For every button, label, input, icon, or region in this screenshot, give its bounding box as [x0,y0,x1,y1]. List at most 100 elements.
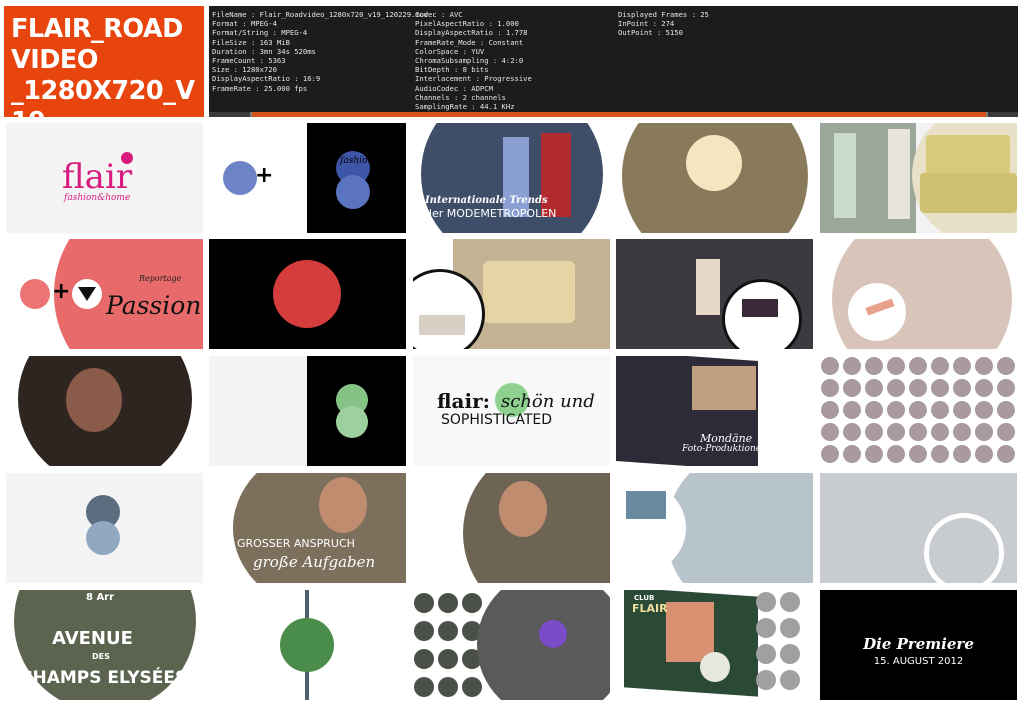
thumbnail-caption: flair [62,157,133,197]
face-graphic [66,368,122,432]
thumbnail-caption: Internationale Trends [425,195,548,206]
thumbnail-frame[interactable] [413,239,610,349]
metadata-line: SamplingRate : 44.1 KHz [415,101,515,111]
thumbnail-frame[interactable] [820,356,1017,466]
chandelier-light [686,135,742,191]
thumbnail-frame[interactable] [6,473,203,583]
magazine-photo [700,652,730,682]
thumbnail-caption: schön und [501,391,595,412]
thumbnail-caption: Reportage [139,274,182,283]
dot-grid-graphic [821,357,1015,463]
thumbnail-frame[interactable] [616,239,813,349]
shoe-circle [20,279,50,309]
metadata-column-general: FileName : Flair_Roadvideo_1280x720_v19_… [212,10,428,93]
thumbnail-frame[interactable] [820,239,1017,349]
timeline-bar [209,112,1018,117]
metadata-line: AudioCodec : ADPCM [415,83,493,93]
thumbnail-frame[interactable]: Internationale Trends der MODEMETROPOLEN [413,123,610,233]
sofa-back [926,135,1010,175]
model-figure [888,129,910,219]
metadata-line: InPoint : 274 [618,19,675,29]
thumbnail-frame[interactable] [616,123,813,233]
thumbnail-caption: CHAMPS ELYSÉES [20,668,188,688]
green-circle [336,406,368,438]
face-graphic [499,481,547,537]
thumbnail-frame[interactable] [6,356,203,466]
thumbnail-caption: große Aufgaben [253,553,376,571]
metadata-line: BitDepth : 8 bits [415,65,489,75]
thumbnail-caption: flair: [437,389,491,413]
metadata-line: FrameRate_Mode : Constant [415,37,524,47]
magazine-photo [692,366,756,410]
metadata-line: FrameRate : 25.000 fps [212,83,308,93]
ring-graphic [924,513,1004,583]
thumbnail-caption: DES [92,652,110,661]
metadata-panel: FileName : Flair_Roadvideo_1280x720_v19_… [209,6,1018,117]
clutch [419,315,465,335]
metadata-line: Displayed Frames : 25 [618,10,709,19]
thumbnail-frame[interactable]: + fashion [209,123,406,233]
thumbnail-caption: Passion [106,291,202,320]
thumbnail-frame[interactable]: GROSSER ANSPRUCH große Aufgaben [209,473,406,583]
metadata-line: FileName : Flair_Roadvideo_1280x720_v19_… [212,10,429,19]
lamp [742,299,778,317]
thumbnail-caption: CLUB [634,594,655,602]
office-photo [233,473,406,583]
metadata-column-codec: Codec : AVC PixelAspectRatio : 1.000 Dis… [415,10,532,111]
thumbnail-frame[interactable] [820,473,1017,583]
thumbnail-caption: SOPHISTICATED [441,412,553,428]
thumbnail-caption: Die Premiere [863,635,974,653]
thumbnail-caption: fashion [340,156,374,166]
blue-circle [336,175,370,209]
timeline-range [250,112,986,117]
metadata-line: Duration : 3mn 34s 520ms [212,46,316,56]
thumbnail-frame[interactable]: 8 Arr AVENUE DES CHAMPS ELYSÉES [6,590,203,700]
thumbnail-frame[interactable] [209,356,406,466]
metadata-line: ChromaSubsampling : 4:2:0 [415,55,524,65]
thumbnail-caption: FLAIR [632,602,668,615]
magazine-photo [666,602,714,662]
thumbnail-caption: der MODEMETROPOLEN [425,207,557,220]
photo-circle [86,521,120,555]
thumbnail-frame[interactable] [616,473,813,583]
thumbnail-frame[interactable]: flair fashion&home [6,123,203,233]
thumbnail-frame[interactable] [820,123,1017,233]
green-circle [495,383,529,417]
green-circle [280,618,334,672]
thumbnail-frame[interactable]: + Reportage Passion [6,239,203,349]
thumbnail-frame[interactable]: Mondäne Foto-Produktionen [616,356,813,466]
metadata-line: DisplayAspectRatio : 1.778 [415,28,528,38]
timeline-in-marker [250,112,253,117]
bag-graphic [78,287,96,301]
thumbnail-frame[interactable] [413,590,610,700]
dot-graphic [121,152,133,164]
metadata-line: Codec : AVC [415,10,463,19]
metadata-line: DisplayAspectRatio : 16:9 [212,74,321,84]
metadata-line: Interlacement : Progressive [415,74,532,84]
thumbnail-frame[interactable] [209,590,406,700]
photo-dot-grid [756,592,800,690]
thumbnail-frame[interactable] [413,473,610,583]
metadata-column-frames: Displayed Frames : 25 InPoint : 274 OutP… [618,10,709,38]
sofa-seat [920,173,1017,213]
thumbnail-caption: + [255,163,274,188]
metadata-line: FrameCount : 5363 [212,55,286,65]
model-figure [503,137,529,217]
blue-circle [223,161,257,195]
thumbnail-frame[interactable]: Die Premiere 15. AUGUST 2012 [820,590,1017,700]
thumbnail-frame[interactable]: flair: schön und SOPHISTICATED [413,356,610,466]
street-photo [14,590,196,700]
person-figure [696,259,720,315]
thumbnail-frame[interactable] [209,239,406,349]
thumbnail-caption: Mondäne [700,432,753,445]
face-graphic [319,477,367,533]
metadata-line: PixelAspectRatio : 1.000 [415,19,519,29]
thumbnail-caption: AVENUE [52,628,133,649]
lab-dot-grid [414,593,482,697]
dot-grid [758,356,813,466]
model-figure [541,133,571,217]
thumbnail-caption: 8 Arr [86,592,115,603]
thumbnail-frame[interactable]: CLUB FLAIR [616,590,813,700]
red-circle [273,260,341,328]
